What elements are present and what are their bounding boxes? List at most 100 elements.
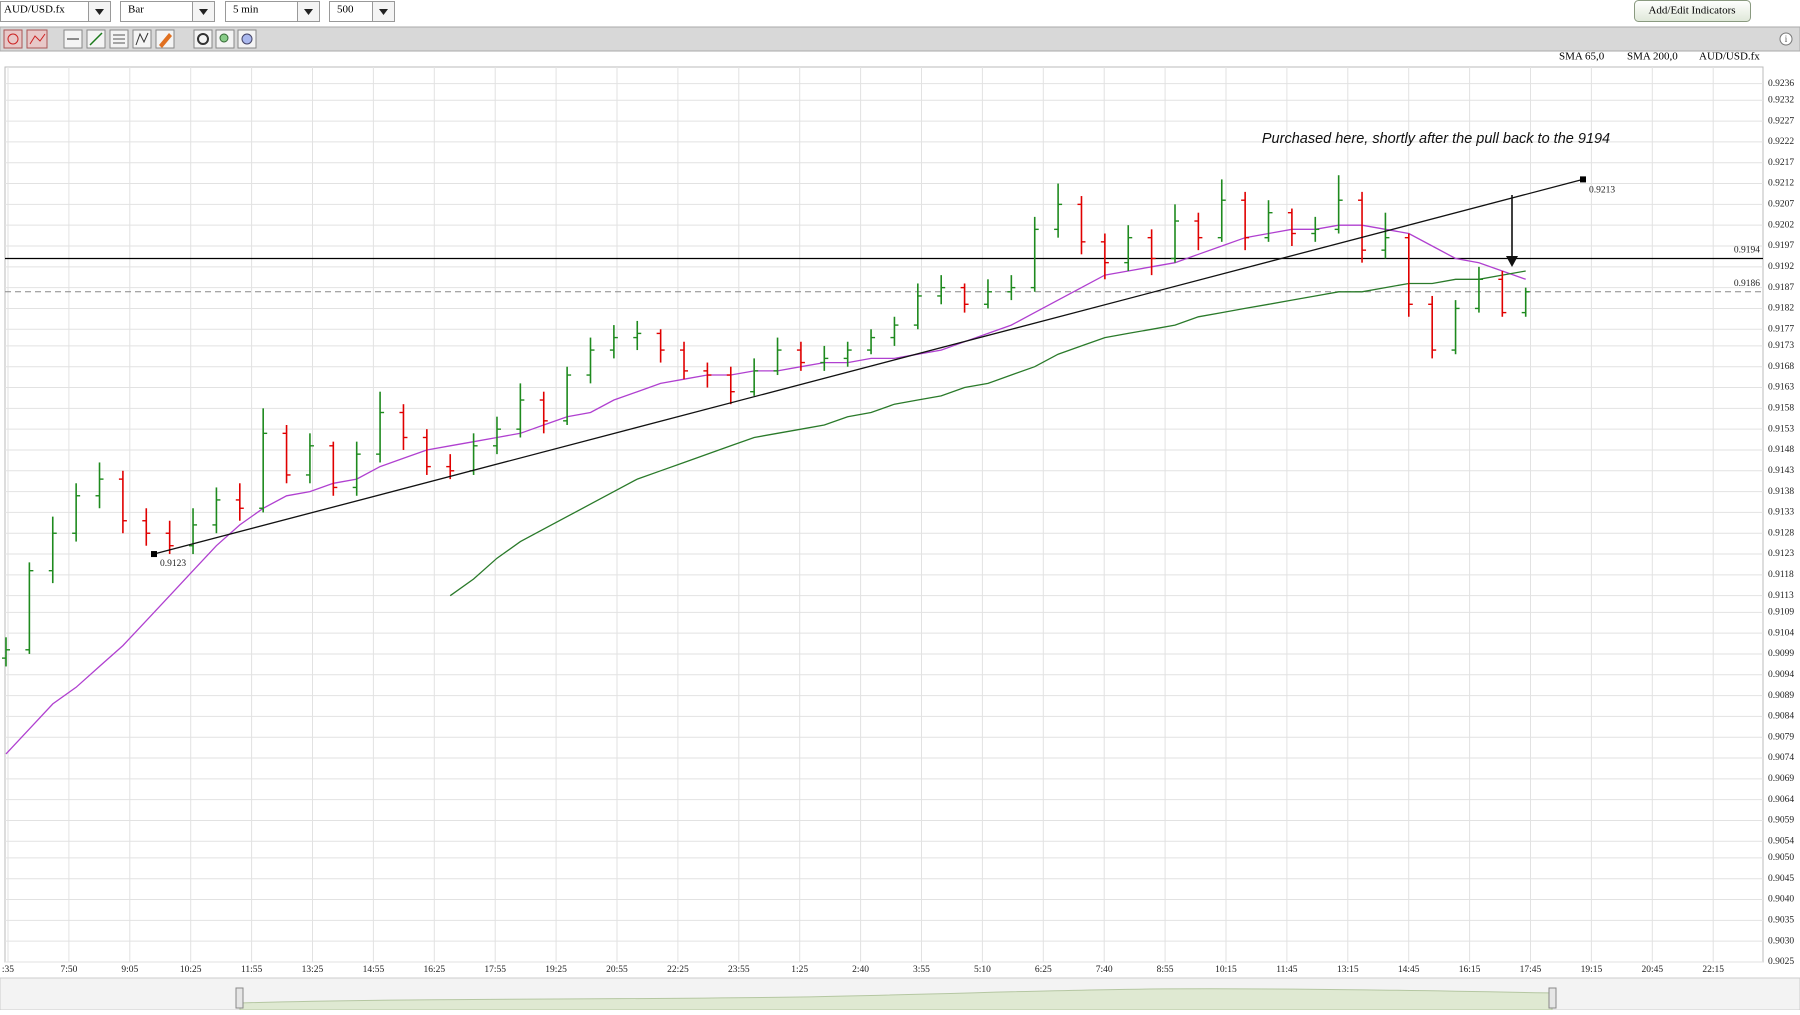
icon-bar-bg: [0, 26, 1800, 52]
y-tick-label: 0.9202: [1768, 220, 1794, 230]
y-tick-label: 0.9143: [1768, 466, 1794, 476]
y-tick-label: 0.9177: [1768, 324, 1794, 334]
x-tick-label: 17:55: [484, 965, 506, 975]
x-tick-label: 22:15: [1702, 965, 1724, 975]
y-tick-label: 0.9153: [1768, 424, 1794, 434]
trendline-handle: [1580, 176, 1586, 183]
icon-chart-glyph: [29, 33, 46, 45]
grid: [5, 67, 1763, 963]
x-tick-label: 23:55: [728, 965, 750, 975]
navigator-area: [239, 988, 1553, 1011]
interval-dropdown[interactable]: 5 min: [225, 1, 320, 22]
x-tick-label: 16:25: [423, 965, 445, 975]
arrow-head: [1506, 256, 1518, 267]
x-tick-label: 13:15: [1337, 965, 1359, 975]
sma-line: [449, 270, 1526, 597]
x-tick-label: 9:05: [121, 965, 138, 975]
x-tick-label: 1:25: [791, 965, 808, 975]
y-tick-label: 0.9133: [1768, 508, 1794, 518]
x-tick-label: 14:45: [1398, 965, 1420, 975]
level-label: 0.9194: [1734, 246, 1760, 256]
y-tick-label: 0.9050: [1768, 853, 1794, 863]
icon-options-glyph: [241, 33, 253, 45]
y-tick-label: 0.9099: [1768, 649, 1794, 659]
x-tick-label: 6:25: [1035, 965, 1052, 975]
y-tick-label: 0.9069: [1768, 774, 1794, 784]
icon-zoom-glyph: [219, 33, 229, 43]
navigator-handle-left[interactable]: [235, 987, 244, 1009]
annotation-note: Purchased here, shortly after the pull b…: [1262, 131, 1610, 147]
x-tick-label: 3:55: [913, 965, 930, 975]
y-tick-label: 0.9074: [1768, 753, 1794, 763]
sma-line: [5, 224, 1526, 755]
icon-settings[interactable]: [193, 29, 213, 49]
y-tick-label: 0.9227: [1768, 116, 1794, 126]
y-tick-label: 0.9158: [1768, 404, 1794, 414]
y-tick-label: 0.9192: [1768, 262, 1794, 272]
legend-entry: SMA 200,0: [1627, 51, 1678, 63]
symbol-value: AUD/USD.fx: [4, 4, 65, 16]
y-tick-label: 0.9222: [1768, 137, 1794, 147]
info-glyph: i: [1785, 34, 1788, 44]
icon-crosshair-glyph: [7, 33, 19, 45]
y-tick-label: 0.9109: [1768, 608, 1794, 618]
y-tick-label: 0.9182: [1768, 304, 1794, 314]
x-tick-label: 7:40: [1096, 965, 1113, 975]
marks: [2, 175, 1763, 755]
trendline: [153, 178, 1584, 555]
tool-icons: i: [0, 26, 1800, 52]
y-tick-label: 0.9089: [1768, 691, 1794, 701]
y-tick-label: 0.9104: [1768, 628, 1794, 638]
y-tick-label: 0.9084: [1768, 712, 1794, 722]
icon-trendline-glyph: [89, 32, 103, 46]
x-tick-label: 19:25: [545, 965, 567, 975]
icon-crosshair[interactable]: [3, 29, 23, 49]
x-tick-label: 20:45: [1641, 965, 1663, 975]
legend-entry: SMA 65,0: [1559, 51, 1605, 63]
y-tick-label: 0.9138: [1768, 487, 1794, 497]
chart-type-value: Bar: [128, 4, 144, 16]
bars-dropdown[interactable]: 500: [329, 1, 395, 22]
x-tick-label: 5:10: [974, 965, 991, 975]
y-tick-label: 0.9064: [1768, 795, 1794, 805]
indicators-button[interactable]: Add/Edit Indicators: [1634, 0, 1751, 22]
navigator: [0, 977, 1800, 1011]
x-tick-label: 14:55: [363, 965, 385, 975]
y-tick-label: 0.9128: [1768, 528, 1794, 538]
symbol-dropdown[interactable]: AUD/USD.fx: [0, 1, 111, 22]
y-tick-label: 0.9187: [1768, 283, 1794, 293]
trendline-label: 0.9123: [160, 559, 186, 569]
chart-type-dropdown[interactable]: Bar: [120, 1, 215, 22]
x-tick-label: 17:45: [1520, 965, 1542, 975]
y-tick-label: 0.9207: [1768, 200, 1794, 210]
x-tick-label: 11:55: [241, 965, 263, 975]
icon-chart[interactable]: [26, 29, 48, 49]
top-toolbar: AUD/USD.fx Bar 5 min 500 Add/Edit Indica…: [0, 0, 1800, 26]
indicators-button-label: Add/Edit Indicators: [1648, 5, 1735, 17]
legend-symbol: AUD/USD.fx: [1699, 51, 1760, 63]
icon-fib-glyph: [113, 34, 125, 44]
x-tick-label: 22:25: [667, 965, 689, 975]
y-tick-label: 0.9054: [1768, 836, 1794, 846]
x-tick-label: 11:45: [1276, 965, 1298, 975]
y-tick-label: 0.9030: [1768, 936, 1794, 946]
y-tick-label: 0.9236: [1768, 79, 1794, 89]
y-tick-label: 0.9059: [1768, 816, 1794, 826]
y-tick-label: 0.9040: [1768, 895, 1794, 905]
y-tick-label: 0.9045: [1768, 874, 1794, 884]
interval-value: 5 min: [233, 4, 259, 16]
x-tick-label: 13:25: [302, 965, 324, 975]
y-tick-label: 0.9094: [1768, 670, 1794, 680]
y-tick-label: 0.9197: [1768, 241, 1794, 251]
x-tick-label: 16:15: [1459, 965, 1481, 975]
x-tick-label: 10:25: [180, 965, 202, 975]
level-label: 0.9186: [1734, 279, 1760, 289]
navigator-handle-right[interactable]: [1548, 987, 1557, 1009]
y-tick-label: 0.9168: [1768, 362, 1794, 372]
info-icon[interactable]: [1779, 32, 1793, 46]
x-tick-label: 2:40: [852, 965, 869, 975]
y-tick-label: 0.9025: [1768, 957, 1794, 967]
icon-settings-glyph: [197, 33, 209, 45]
y-tick-label: 0.9212: [1768, 179, 1794, 189]
